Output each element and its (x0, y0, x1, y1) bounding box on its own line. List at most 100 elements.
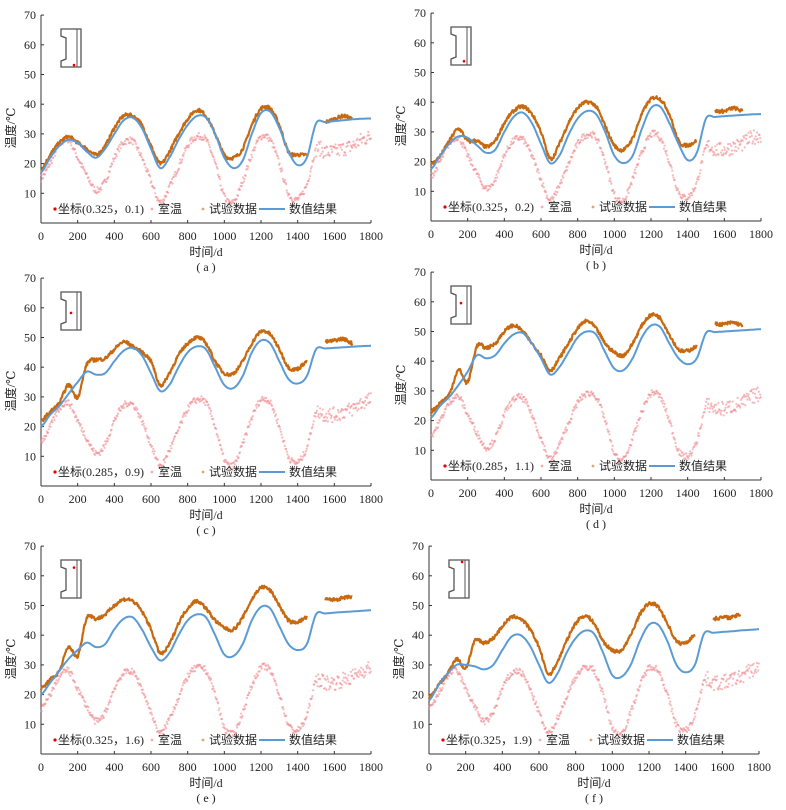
room-temperature-point (338, 687, 341, 690)
room-temperature-point (308, 438, 311, 441)
room-temperature-point (707, 677, 710, 680)
room-temperature-point (739, 143, 742, 146)
room-temperature-point (533, 418, 536, 421)
room-temperature-point (331, 682, 335, 685)
legend: 坐标(0.325，0.2) 室温 试验数据 数值结果 (443, 199, 727, 214)
room-temperature-point (70, 144, 73, 147)
room-temperature-point (671, 169, 674, 172)
room-temperature-point (725, 403, 728, 406)
room-temperature-point (327, 151, 330, 154)
room-temperature-point (637, 157, 641, 161)
room-temperature-point (610, 722, 613, 725)
room-temperature-point (367, 134, 370, 137)
room-temperature-point (711, 407, 714, 410)
room-temperature-point (274, 682, 277, 685)
room-temperature-point (225, 732, 228, 735)
experiment-data-line (324, 336, 354, 346)
room-temperature-point (210, 682, 213, 685)
experiment-data-line (429, 312, 698, 414)
room-temperature-point (427, 707, 431, 711)
room-temperature-point (358, 402, 361, 405)
room-temperature-point (698, 699, 701, 703)
room-temperature-point (586, 136, 589, 139)
room-temperature-point (635, 421, 639, 424)
room-temperature-point (558, 714, 561, 718)
room-temperature-point (168, 184, 171, 187)
room-temperature-point (454, 396, 458, 400)
y-tick-label: 70 (414, 6, 426, 20)
room-temperature-point (302, 450, 305, 454)
room-temperature-point (351, 674, 354, 678)
room-temperature-point (542, 182, 545, 185)
room-temperature-point (634, 172, 637, 175)
room-temperature-point (580, 135, 583, 139)
room-temperature-point (75, 688, 78, 692)
room-temperature-point (283, 178, 286, 182)
room-temperature-point (310, 432, 313, 435)
room-temperature-point (699, 427, 702, 430)
room-temperature-point (41, 177, 45, 180)
room-temperature-point (181, 415, 184, 418)
room-temperature-point (121, 407, 124, 410)
room-temperature-point (339, 146, 342, 149)
room-temperature-point (340, 686, 343, 689)
room-temperature-point (528, 408, 531, 411)
room-temperature-point (236, 194, 240, 197)
room-temperature-point (687, 729, 691, 732)
room-temperature-point (254, 677, 258, 680)
room-temperature-point (646, 669, 649, 672)
room-temperature-point (574, 142, 578, 145)
room-temperature-point (328, 154, 331, 157)
room-temperature-point (209, 409, 213, 412)
y-tick-label: 50 (24, 68, 36, 82)
room-temperature-point (445, 405, 448, 408)
room-temperature-point (235, 724, 238, 727)
room-temperature-point (435, 166, 438, 170)
room-temperature-point (309, 170, 312, 173)
room-temperature-point (203, 397, 206, 400)
room-temperature-point (593, 672, 596, 676)
room-temperature-point (250, 416, 253, 419)
legend-label-numerical: 数值结果 (679, 199, 727, 214)
x-tick-label: 1400 (286, 492, 310, 506)
room-temperature-point (190, 136, 193, 139)
numerical-result-line (430, 323, 762, 419)
room-temperature-point (110, 694, 113, 697)
room-temperature-point (589, 394, 592, 397)
x-tick-label: 1400 (674, 760, 698, 774)
room-temperature-point (154, 192, 157, 195)
room-temperature-point (153, 450, 156, 453)
room-temperature-point (660, 397, 664, 400)
room-temperature-point (739, 398, 743, 401)
room-temperature-point (576, 676, 579, 679)
room-temperature-point (620, 734, 623, 737)
room-temperature-point (153, 187, 156, 190)
room-temperature-point (755, 661, 759, 665)
room-temperature-point (224, 459, 227, 462)
room-temperature-point (531, 154, 535, 157)
room-temperature-point (460, 396, 463, 399)
room-temperature-point (637, 689, 640, 692)
room-temperature-point (521, 670, 524, 673)
room-temperature-point (285, 450, 288, 453)
room-temperature-point (734, 145, 737, 148)
x-tick-label: 1800 (749, 486, 773, 500)
room-temperature-point (702, 150, 705, 153)
room-temperature-point (476, 706, 479, 710)
room-temperature-point (616, 453, 619, 456)
room-temperature-point (294, 198, 297, 202)
room-temperature-point (105, 710, 108, 714)
room-temperature-point (272, 677, 275, 680)
room-temperature-point (537, 171, 540, 174)
room-temperature-point (202, 138, 206, 141)
room-temperature-point (674, 184, 677, 187)
room-temperature-point (349, 670, 352, 673)
room-temperature-point (537, 431, 540, 434)
room-temperature-point (163, 461, 166, 464)
room-temperature-point (572, 409, 575, 412)
room-temperature-point (752, 388, 755, 391)
y-tick-label: 20 (24, 420, 36, 434)
room-temperature-point (208, 143, 211, 147)
room-temperature-point (312, 160, 315, 163)
legend-label-room: 室温 (548, 199, 572, 214)
